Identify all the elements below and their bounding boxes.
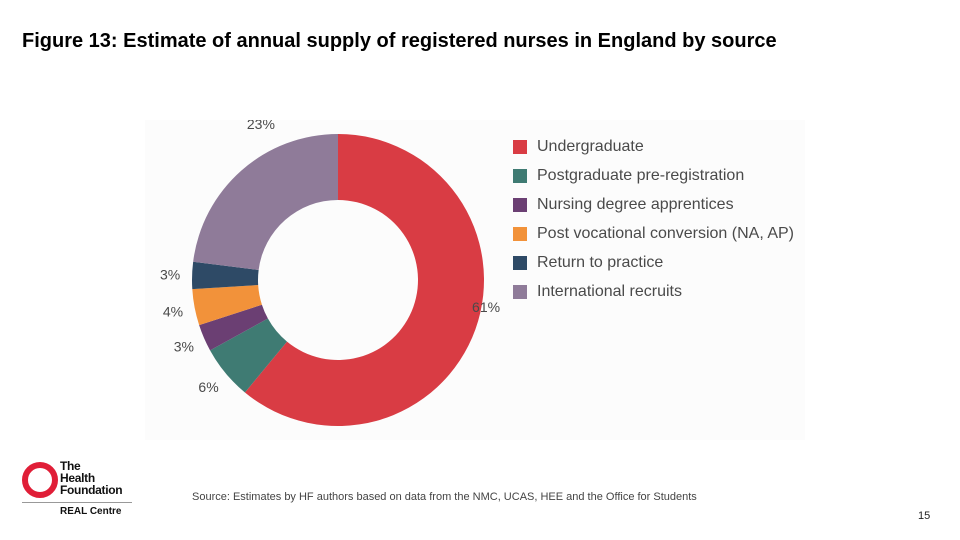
legend-label: Postgraduate pre-registration	[537, 166, 745, 184]
legend-label: Nursing degree apprentices	[537, 195, 734, 213]
slice-data-label: 3%	[160, 267, 180, 283]
slice-data-label: 23%	[247, 120, 275, 132]
donut-slice	[199, 304, 268, 351]
donut-chart-svg: 61% 6% 3% 4% 3% 23%	[160, 120, 500, 426]
chart-legend: Undergraduate Postgraduate pre-registrati…	[513, 132, 794, 306]
legend-label: Return to practice	[537, 253, 664, 271]
donut-chart: 61% 6% 3% 4% 3% 23% Undergraduate Postgraduate…	[145, 120, 805, 440]
slice-data-label: 4%	[163, 303, 183, 319]
legend-label: Post vocational conversion (NA, AP)	[537, 224, 795, 242]
donut-slice	[192, 261, 259, 290]
legend-swatch	[513, 168, 527, 183]
logo-line: The	[60, 459, 81, 473]
donut-slice	[210, 318, 288, 393]
legend-item: Post vocational conversion (NA, AP)	[513, 219, 794, 248]
source-note: Source: Estimates by HF authors based on…	[192, 491, 697, 503]
legend-item: Return to practice	[513, 248, 794, 277]
legend-item: Undergraduate	[513, 132, 794, 161]
legend-item: International recruits	[513, 277, 794, 306]
legend-swatch	[513, 255, 527, 270]
page-title: Figure 13: Estimate of annual supply of …	[22, 30, 777, 52]
donut-slice	[193, 134, 338, 270]
logo-wordmark: The Health Foundation	[60, 459, 123, 497]
legend-swatch	[513, 139, 527, 154]
slice-data-label: 61%	[472, 299, 500, 315]
legend-swatch	[513, 226, 527, 241]
logo-line: Foundation	[60, 483, 123, 497]
logo-ring-icon	[22, 462, 58, 498]
logo-line: Health	[60, 471, 95, 485]
legend-item: Postgraduate pre-registration	[513, 161, 794, 190]
health-foundation-logo: The Health Foundation REAL Centre	[22, 460, 142, 520]
page-number: 15	[918, 510, 931, 522]
legend-label: International recruits	[537, 282, 682, 300]
slice-data-label: 3%	[174, 339, 194, 355]
logo-divider	[22, 502, 132, 503]
donut-slice	[244, 134, 484, 426]
legend-swatch	[513, 284, 527, 299]
legend-swatch	[513, 197, 527, 212]
slice-data-label: 6%	[198, 379, 218, 395]
logo-subtitle: REAL Centre	[60, 506, 122, 517]
legend-label: Undergraduate	[537, 137, 644, 155]
donut-slice	[192, 285, 262, 326]
legend-item: Nursing degree apprentices	[513, 190, 794, 219]
